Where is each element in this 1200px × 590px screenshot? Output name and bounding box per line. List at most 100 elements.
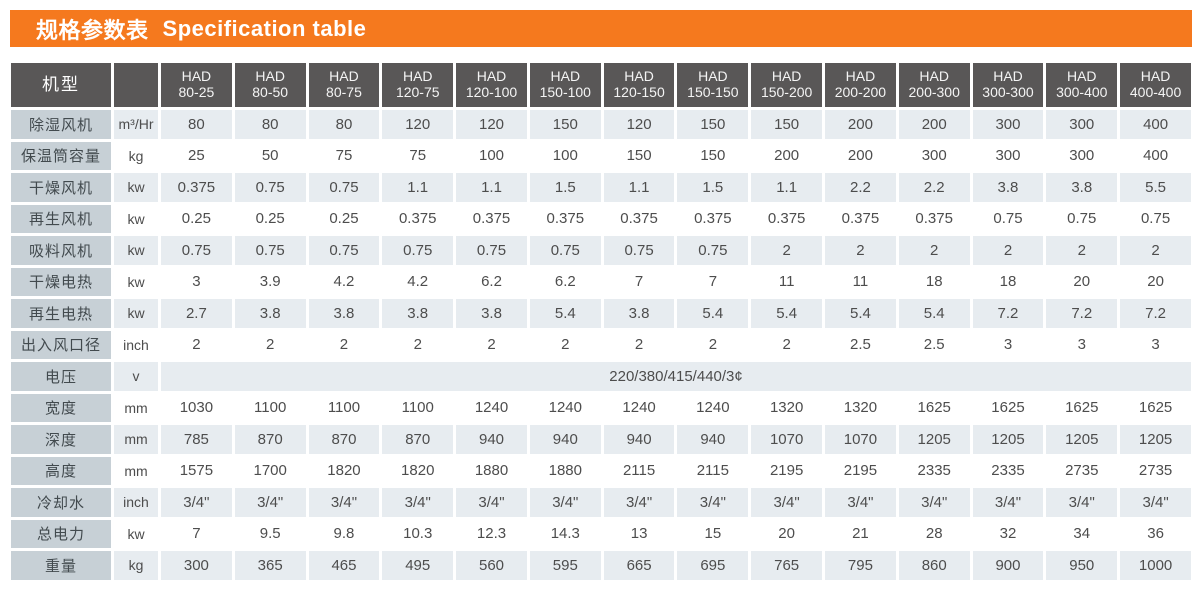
spec-value-cell: 870 bbox=[382, 425, 454, 454]
spec-value-cell: 1320 bbox=[825, 393, 896, 422]
spec-value-cell: 4.2 bbox=[382, 267, 454, 296]
spec-value-cell: 5.4 bbox=[751, 299, 823, 328]
spec-value-cell: 10.3 bbox=[382, 519, 454, 548]
model-header-cell: HAD 80-25 bbox=[161, 63, 232, 107]
spec-value-cell: 14.3 bbox=[529, 519, 601, 548]
spec-value-cell: 4.2 bbox=[308, 267, 380, 296]
spec-value-cell: 0.25 bbox=[234, 204, 306, 233]
spec-value-cell: 7.2 bbox=[972, 299, 1044, 328]
spec-value-cell: 0.75 bbox=[456, 236, 527, 265]
spec-label-cell: 冷却水 bbox=[11, 488, 111, 517]
spec-value-cell: 1.1 bbox=[382, 173, 454, 202]
spec-label-cell: 电压 bbox=[11, 362, 111, 391]
spec-value-cell: 300 bbox=[1046, 110, 1118, 139]
spec-value-cell: 2 bbox=[677, 330, 749, 359]
model-header-cell: HAD 150-200 bbox=[751, 63, 823, 107]
spec-value-cell: 2195 bbox=[825, 456, 896, 485]
spec-unit-cell: mm bbox=[114, 456, 158, 485]
spec-value-cell: 3.9 bbox=[234, 267, 306, 296]
spec-value-cell: 3.8 bbox=[456, 299, 527, 328]
spec-value-cell: 0.25 bbox=[161, 204, 232, 233]
spec-value-cell: 870 bbox=[234, 425, 306, 454]
model-code: 120-150 bbox=[613, 84, 665, 100]
spec-row: 干燥风机 kw 0.375 0.75 0.75 1.1 1.1 1.5 1.1 1.5 1.1 2.2… bbox=[11, 173, 1191, 202]
spec-unit-cell: kw bbox=[114, 267, 158, 296]
spec-value-cell: 9.8 bbox=[308, 519, 380, 548]
model-code: 300-300 bbox=[982, 84, 1034, 100]
model-name: HAD bbox=[698, 68, 728, 85]
model-code: 400-400 bbox=[1129, 84, 1182, 100]
spec-value-cell: 1625 bbox=[972, 393, 1044, 422]
spec-label-cell: 高度 bbox=[11, 456, 111, 485]
spec-value-cell: 0.75 bbox=[308, 236, 380, 265]
spec-value-cell: 1070 bbox=[751, 425, 823, 454]
spec-value-cell: 1205 bbox=[1120, 425, 1191, 454]
model-header-cell: HAD 80-75 bbox=[308, 63, 380, 107]
spec-value-cell: 3/4" bbox=[234, 488, 306, 517]
spec-value-cell: 2.5 bbox=[825, 330, 896, 359]
model-header-cell: HAD 120-75 bbox=[382, 63, 454, 107]
spec-value-cell: 950 bbox=[1046, 551, 1118, 580]
model-code: 80-75 bbox=[326, 84, 362, 100]
spec-value-cell: 695 bbox=[677, 551, 749, 580]
spec-value-cell: 940 bbox=[677, 425, 749, 454]
spec-value-cell: 3 bbox=[972, 330, 1044, 359]
spec-value-cell: 12.3 bbox=[456, 519, 527, 548]
model-name: HAD bbox=[1066, 68, 1097, 85]
model-header-cell: HAD 300-400 bbox=[1046, 63, 1118, 107]
spec-value-cell: 7.2 bbox=[1120, 299, 1191, 328]
spec-value-cell: 120 bbox=[382, 110, 454, 139]
model-name: HAD bbox=[255, 68, 285, 85]
spec-label-cell: 干燥风机 bbox=[11, 173, 111, 202]
spec-value-cell: 150 bbox=[677, 141, 749, 170]
spec-value-cell: 15 bbox=[677, 519, 749, 548]
spec-value-cell: 795 bbox=[825, 551, 896, 580]
spec-row: 总电力 kw 7 9.5 9.8 10.3 12.3 14.3 13 15 20 21 28 32 34 36 bbox=[11, 519, 1191, 548]
spec-value-cell: 0.75 bbox=[529, 236, 601, 265]
spec-value-cell: 80 bbox=[234, 110, 306, 139]
spec-value-cell: 13 bbox=[603, 519, 675, 548]
spec-value-cell: 1575 bbox=[161, 456, 232, 485]
spec-value-cell: 120 bbox=[603, 110, 675, 139]
spec-value-cell: 2735 bbox=[1046, 456, 1118, 485]
spec-label-cell: 深度 bbox=[11, 425, 111, 454]
model-header-row: 机型 HAD 80-25 HAD 80-50 HAD 80-75 HAD 120-75 HAD 12… bbox=[11, 63, 1191, 107]
spec-value-cell: 200 bbox=[825, 141, 896, 170]
spec-value-cell: 20 bbox=[1120, 267, 1191, 296]
spec-value-cell: 2 bbox=[603, 330, 675, 359]
model-code: 200-300 bbox=[908, 84, 960, 100]
spec-row: 再生电热 kw 2.7 3.8 3.8 3.8 3.8 5.4 3.8 5.4 5.4 5.4 5.4 7… bbox=[11, 299, 1191, 328]
spec-value-cell: 870 bbox=[308, 425, 380, 454]
spec-label-cell: 再生风机 bbox=[11, 204, 111, 233]
spec-unit-cell: kw bbox=[114, 299, 158, 328]
spec-value-cell: 75 bbox=[308, 141, 380, 170]
spec-value-cell: 0.375 bbox=[825, 204, 896, 233]
spec-value-cell: 3.8 bbox=[382, 299, 454, 328]
model-header-cell: HAD 200-200 bbox=[825, 63, 896, 107]
spec-value-cell: 11 bbox=[751, 267, 823, 296]
spec-value-cell: 100 bbox=[456, 141, 527, 170]
spec-value-cell: 900 bbox=[972, 551, 1044, 580]
spec-value-cell: 0.75 bbox=[382, 236, 454, 265]
spec-value-cell: 5.4 bbox=[529, 299, 601, 328]
spec-value-cell: 400 bbox=[1120, 110, 1191, 139]
spec-value-cell: 5.4 bbox=[825, 299, 896, 328]
spec-value-cell: 3 bbox=[161, 267, 232, 296]
spec-value-cell: 3/4" bbox=[603, 488, 675, 517]
model-header-cell: HAD 120-100 bbox=[456, 63, 527, 107]
spec-value-cell: 1.5 bbox=[529, 173, 601, 202]
model-name: HAD bbox=[624, 68, 654, 85]
spec-value-cell: 560 bbox=[456, 551, 527, 580]
spec-value-cell: 3/4" bbox=[898, 488, 970, 517]
spec-label-cell: 出入风口径 bbox=[11, 330, 111, 359]
spec-value-cell: 1100 bbox=[308, 393, 380, 422]
spec-value-cell: 1820 bbox=[308, 456, 380, 485]
spec-row: 保温筒容量 kg 25 50 75 75 100 100 150 150 200 200 300 300 3… bbox=[11, 141, 1191, 170]
spec-value-cell: 80 bbox=[308, 110, 380, 139]
spec-value-cell: 1625 bbox=[1046, 393, 1118, 422]
spec-value-cell: 2 bbox=[1046, 236, 1118, 265]
spec-value-cell: 365 bbox=[234, 551, 306, 580]
spec-value-cell: 5.4 bbox=[677, 299, 749, 328]
spec-value-cell: 150 bbox=[603, 141, 675, 170]
